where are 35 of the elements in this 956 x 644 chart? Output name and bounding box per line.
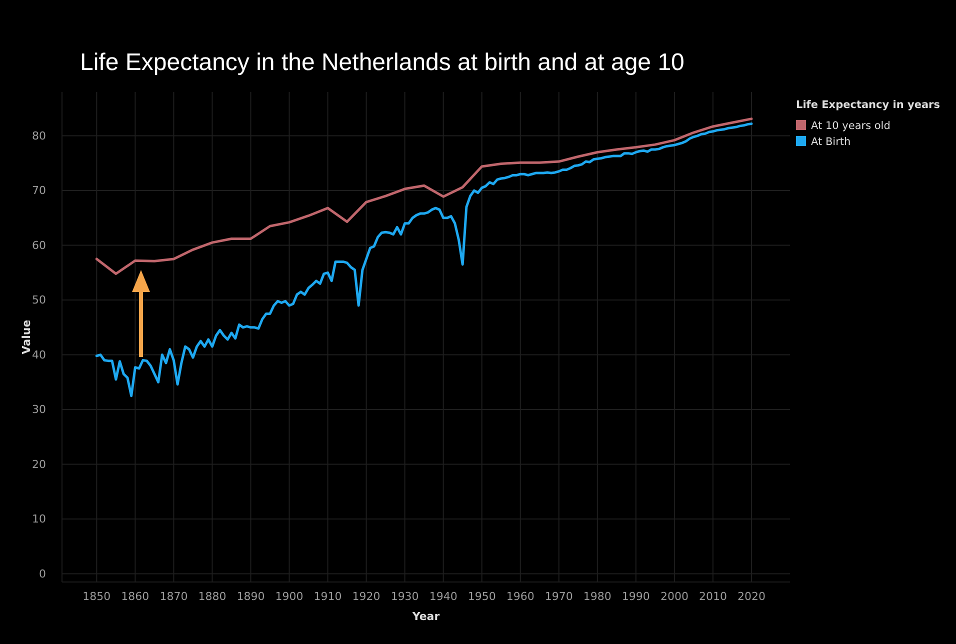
x-tick-label: 1850 [82,590,111,603]
y-tick-label: 70 [32,184,46,198]
x-tick-label: 1990 [622,590,650,603]
legend-title: Life Expectancy in years [796,99,940,111]
x-tick-label: 1860 [121,590,150,603]
x-tick-label: 1980 [583,590,612,603]
x-tick-label: 1910 [314,590,342,603]
x-tick-label: 2000 [660,590,688,603]
y-tick-label: 0 [39,567,46,580]
x-tick-label: 1880 [198,590,226,603]
legend-label: At 10 years old [811,120,890,132]
y-tick-label: 80 [32,129,46,142]
line-series [95,122,753,398]
x-tick-label: 2010 [698,590,727,603]
x-tick-label: 1890 [236,590,265,603]
y-tick-label: 10 [32,512,46,526]
line-series [95,118,753,276]
y-tick-label: 20 [32,458,46,471]
x-tick-label: 2020 [737,590,766,603]
x-tick-label: 1950 [468,590,496,603]
y-tick-label: 30 [32,403,46,416]
y-axis-title: Value [20,320,33,354]
x-tick-label: 1930 [390,590,419,603]
x-axis-title: Year [411,610,440,623]
x-tick-label: 1900 [275,590,304,603]
legend-label: At Birth [811,136,851,148]
x-tick-label: 1940 [429,590,458,603]
y-tick-label: 50 [32,294,46,307]
y-tick-label: 40 [32,348,46,362]
x-tick-label: 1970 [544,590,573,603]
y-tick-label: 60 [32,238,46,252]
chart-title: Life Expectancy in the Netherlands at birth and at age 10 [80,49,684,76]
x-tick-label: 1960 [506,590,534,603]
x-tick-label: 1920 [352,590,380,603]
x-tick-label: 1870 [160,590,188,603]
